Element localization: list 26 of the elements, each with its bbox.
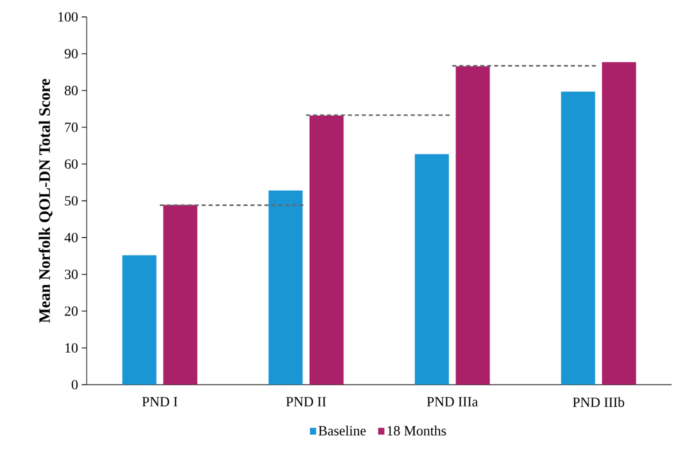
y-tick-label: 30: [64, 269, 78, 279]
y-tick-label: 10: [65, 342, 78, 352]
legend-label: Baseline: [318, 425, 366, 436]
x-tick-label: PND IIIa: [426, 396, 478, 406]
y-tick-label: 0: [72, 380, 78, 390]
x-tick-label: PND II: [286, 396, 326, 406]
bar: [310, 115, 344, 384]
bar: [268, 190, 303, 384]
y-axis-title: Mean Norfolk QOL-DN Total Score: [38, 78, 52, 323]
bar: [414, 154, 449, 384]
y-tick-label: 50: [65, 196, 78, 206]
y-tick-label: 40: [64, 232, 78, 242]
y-tick-label: 20: [64, 306, 78, 316]
bar: [602, 62, 636, 384]
bar: [122, 255, 156, 384]
y-tick-label: 80: [64, 86, 78, 95]
bar: [456, 66, 490, 384]
bar: [561, 91, 596, 384]
y-tick-label: 70: [65, 122, 78, 132]
bar: [163, 204, 198, 384]
y-tick-label: 90: [64, 48, 78, 58]
legend-label: 18 Months: [388, 425, 446, 436]
x-tick-label: PND IIIb: [572, 396, 624, 407]
y-tick-label: 60: [64, 159, 78, 169]
x-tick-label: PND I: [142, 396, 178, 406]
y-tick-label: 100: [58, 12, 78, 22]
